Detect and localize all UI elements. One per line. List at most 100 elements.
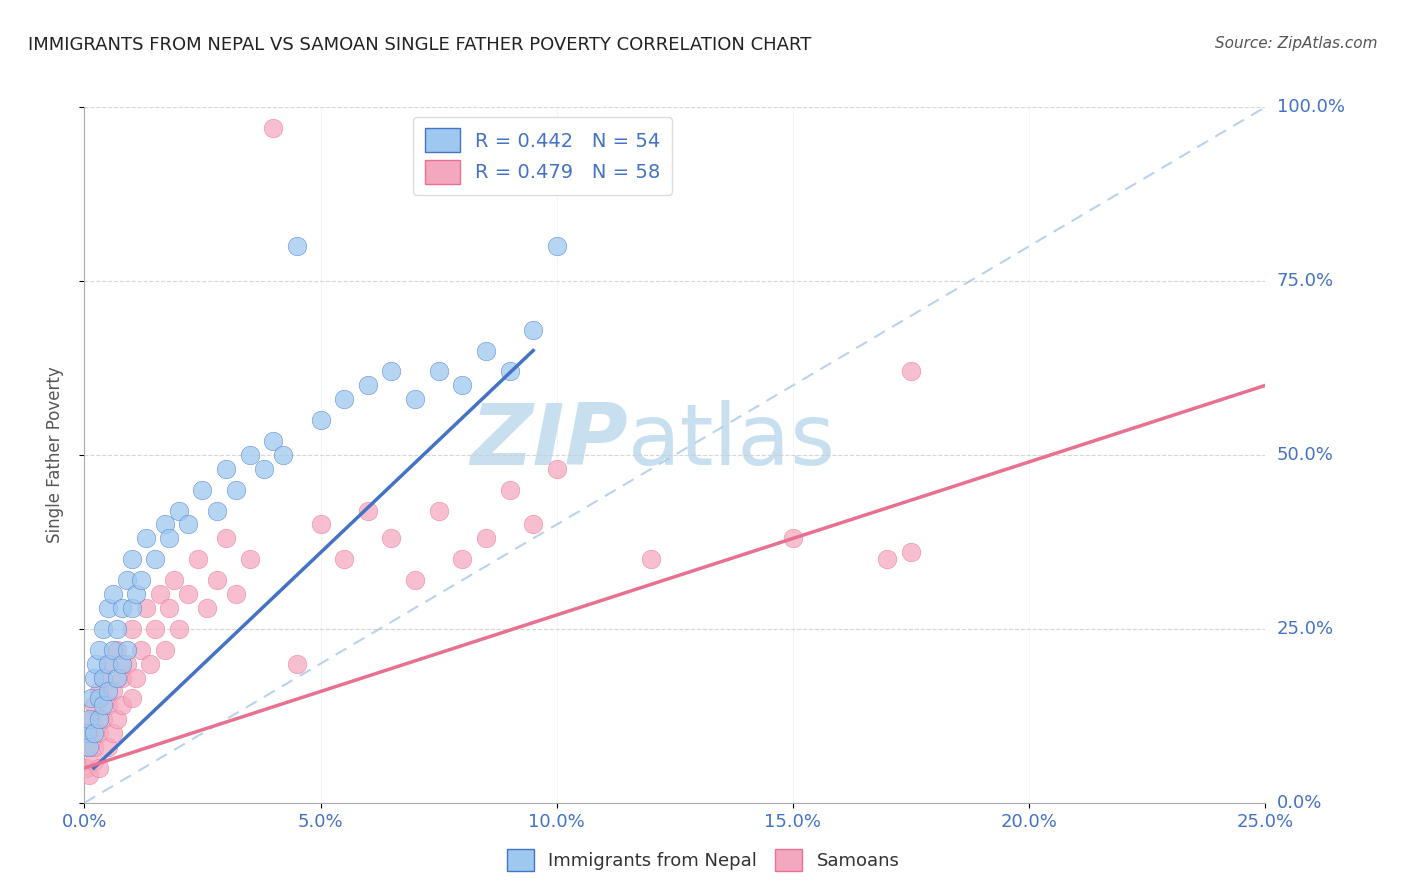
Point [91,712,114,726]
Point [177,517,200,532]
Point [101,587,124,601]
Point [87,712,110,726]
Point [876,552,898,566]
Point [76,740,98,755]
Point [143,622,166,636]
Legend: Immigrants from Nepal, Samoans: Immigrants from Nepal, Samoans [499,842,907,879]
Point [285,657,308,671]
Point [239,552,262,566]
Text: atlas: atlas [627,400,835,483]
Point [107,671,129,685]
Point [91,698,114,713]
Point [83,698,105,713]
Point [129,642,152,657]
Point [475,343,498,358]
Point [77,740,100,755]
Point [129,573,152,587]
Point [135,601,157,615]
Point [285,239,308,253]
Point [205,503,228,517]
Point [451,552,474,566]
Point [91,671,114,685]
Point [380,364,402,378]
Point [107,642,129,657]
Point [83,726,105,740]
Point [357,503,380,517]
Point [404,573,426,587]
Point [75,761,97,775]
Legend: R = 0.442   N = 54, R = 0.479   N = 58: R = 0.442 N = 54, R = 0.479 N = 58 [413,117,672,195]
Point [271,448,294,462]
Point [333,392,356,407]
Point [640,552,662,566]
Point [195,601,218,615]
Point [83,671,105,685]
Point [121,552,143,566]
Point [101,642,124,657]
Point [87,726,110,740]
Point [427,364,450,378]
Point [111,601,134,615]
Point [262,434,284,448]
Point [546,462,568,476]
Point [97,657,120,671]
Point [80,712,103,726]
Point [187,552,209,566]
Y-axis label: Single Father Poverty: Single Father Poverty [45,367,63,543]
Point [451,378,474,392]
Point [498,364,520,378]
Point [121,622,143,636]
Point [91,622,114,636]
Point [107,712,129,726]
Point [111,698,134,713]
Point [157,532,180,546]
Point [404,392,426,407]
Point [262,120,284,135]
Point [498,483,520,497]
Point [900,364,922,378]
Point [87,761,110,775]
Point [167,503,190,517]
Text: Source: ZipAtlas.com: Source: ZipAtlas.com [1215,36,1378,51]
Point [76,726,98,740]
Point [80,691,103,706]
Point [115,642,138,657]
Point [167,622,190,636]
Point [139,657,162,671]
Point [522,517,544,532]
Text: ZIP: ZIP [470,400,627,483]
Text: 25.0%: 25.0% [1277,620,1334,638]
Point [153,642,176,657]
Text: IMMIGRANTS FROM NEPAL VS SAMOAN SINGLE FATHER POVERTY CORRELATION CHART: IMMIGRANTS FROM NEPAL VS SAMOAN SINGLE F… [28,36,811,54]
Point [239,448,262,462]
Point [380,532,402,546]
Point [111,657,134,671]
Point [77,726,100,740]
Point [115,573,138,587]
Point [91,671,114,685]
Point [107,622,129,636]
Point [87,691,110,706]
Point [125,671,148,685]
Point [333,552,356,566]
Point [87,684,110,698]
Text: 50.0%: 50.0% [1277,446,1333,464]
Point [135,532,157,546]
Point [177,587,200,601]
Point [83,740,105,755]
Point [83,754,105,768]
Point [475,532,498,546]
Point [782,532,804,546]
Point [97,601,120,615]
Point [900,545,922,559]
Text: 100.0%: 100.0% [1277,98,1344,116]
Point [143,552,166,566]
Point [157,601,180,615]
Point [101,684,124,698]
Point [77,768,100,782]
Point [97,740,120,755]
Point [121,691,143,706]
Point [522,323,544,337]
Point [125,587,148,601]
Point [215,532,238,546]
